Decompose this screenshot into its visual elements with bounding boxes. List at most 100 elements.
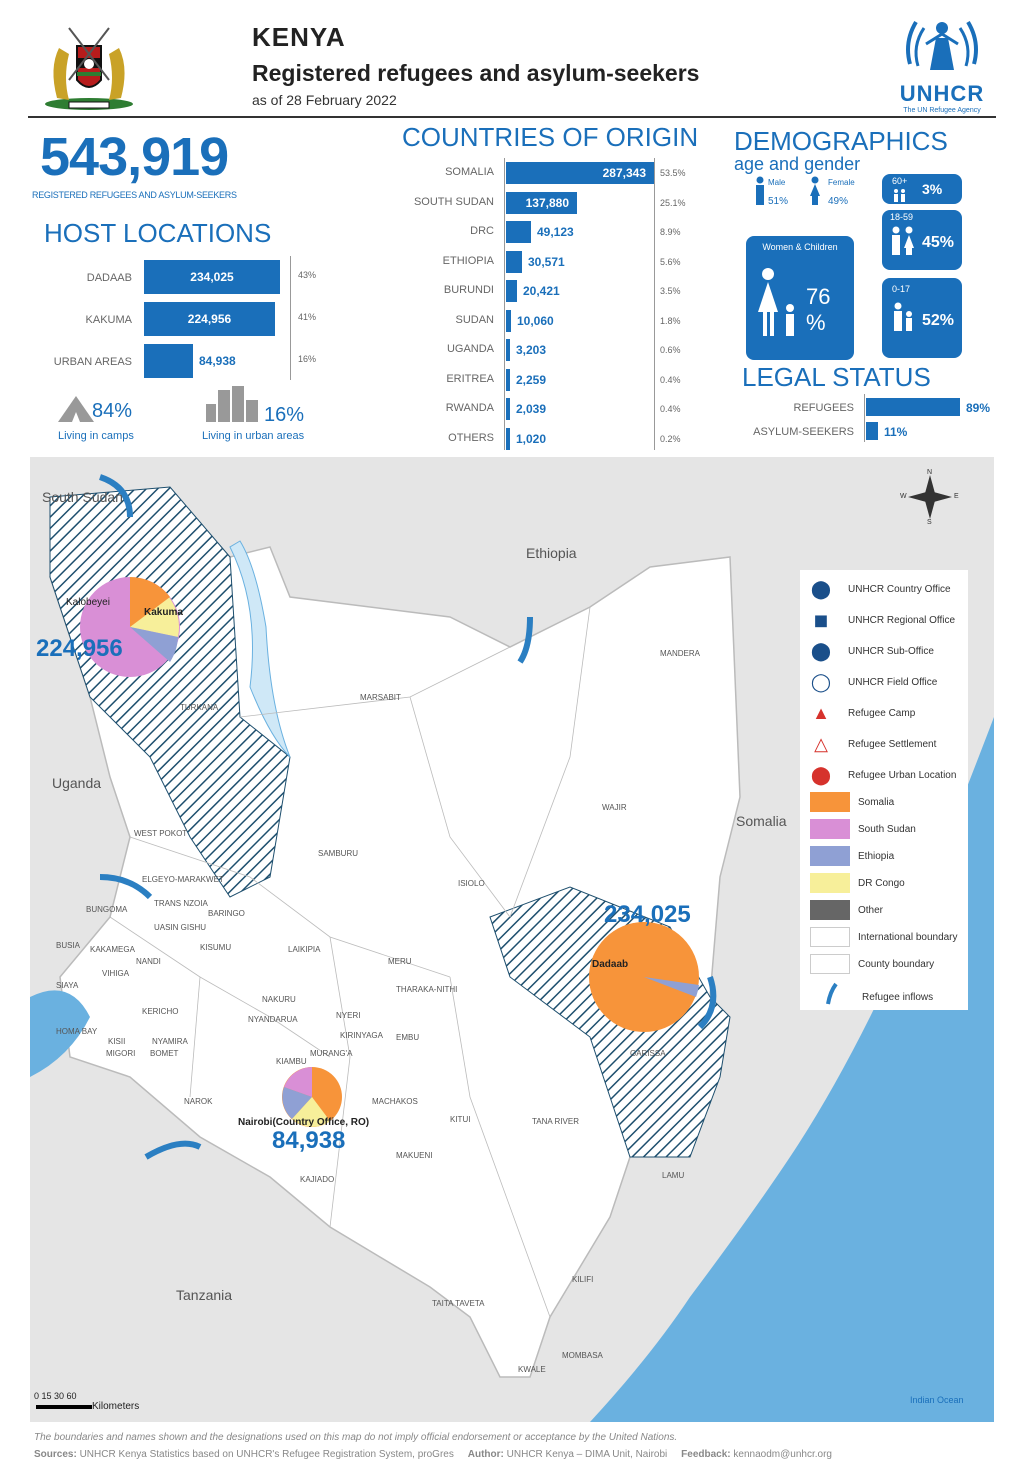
male-label: Male bbox=[768, 178, 786, 187]
legend-swatch bbox=[810, 846, 850, 866]
origin-bar-value: 3,203 bbox=[516, 343, 547, 357]
host-bar: 84,938 bbox=[144, 344, 193, 378]
legal-axis-line bbox=[864, 394, 865, 442]
author-text: UNHCR Kenya – DIMA Unit, Nairobi bbox=[506, 1449, 668, 1460]
total-refugees-label: REGISTERED REFUGEES AND ASYLUM-SEEKERS bbox=[32, 190, 237, 200]
host-bar: 224,956 bbox=[144, 302, 275, 336]
county-label: TURKANA bbox=[180, 703, 219, 712]
county-label: GARISSA bbox=[630, 1049, 666, 1058]
field-office-icon: ◯ bbox=[810, 672, 832, 692]
origin-bar-value: 2,259 bbox=[516, 372, 547, 387]
inflow-arrow-south-sudan bbox=[98, 474, 133, 518]
county-label: VIHIGA bbox=[102, 969, 130, 978]
legend-swatch bbox=[810, 900, 850, 920]
female-pct: 49% bbox=[828, 196, 849, 207]
label-ethiopia: Ethiopia bbox=[526, 545, 577, 561]
county-label: MERU bbox=[388, 957, 412, 966]
host-axis-line bbox=[290, 256, 291, 380]
unhcr-tagline: The UN Refugee Agency bbox=[903, 107, 981, 114]
legend-swatch bbox=[810, 954, 850, 974]
feedback-label: Feedback: bbox=[681, 1449, 731, 1460]
county-label: NYERI bbox=[336, 1011, 361, 1020]
county-label: LAIKIPIA bbox=[288, 945, 321, 954]
origin-bar-value: 2,039 bbox=[516, 402, 547, 416]
report-date: as of 28 February 2022 bbox=[252, 92, 397, 108]
legend-swatch-label: County boundary bbox=[858, 959, 935, 970]
county-label: KIAMBU bbox=[276, 1057, 307, 1066]
kenya-coat-of-arms-icon bbox=[45, 27, 133, 110]
label-south-sudan: South Sudan bbox=[42, 489, 123, 505]
county-label: NYAMIRA bbox=[152, 1037, 188, 1046]
age-0-box: 0-17 52% bbox=[882, 278, 962, 358]
legend-swatch bbox=[810, 792, 850, 812]
origin-label: BURUNDI bbox=[443, 284, 494, 296]
demographics-subtitle: age and gender bbox=[734, 154, 861, 174]
host-pct: 16% bbox=[298, 354, 317, 364]
county-label: HOMA BAY bbox=[56, 1027, 98, 1036]
compass-icon bbox=[908, 475, 952, 519]
legend-swatch-label: South Sudan bbox=[858, 824, 916, 835]
lake-victoria bbox=[30, 990, 90, 1077]
unhcr-logo-text: UNHCR bbox=[899, 81, 985, 106]
origin-bar-value: 49,123 bbox=[537, 225, 574, 239]
county-label: SAMBURU bbox=[318, 849, 359, 858]
regional-office-icon: ◼ bbox=[813, 610, 829, 630]
legend-swatch-label: DR Congo bbox=[858, 878, 905, 889]
legend-swatch-label: International boundary bbox=[858, 932, 958, 943]
county-label: ELGEYO-MARAKWET bbox=[142, 875, 224, 884]
age-0-pct: 52% bbox=[922, 312, 955, 329]
host-pct: 43% bbox=[298, 270, 317, 280]
age-18-label: 18-59 bbox=[890, 212, 914, 222]
county-label: KWALE bbox=[518, 1365, 546, 1374]
origin-pct: 5.6% bbox=[660, 256, 681, 267]
county-label: KAKAMEGA bbox=[90, 945, 135, 954]
legend-label: Refugee Urban Location bbox=[848, 770, 957, 781]
host-label: URBAN AREAS bbox=[53, 356, 132, 368]
nairobi-value: 84,938 bbox=[272, 1127, 346, 1154]
origin-bar-value: 1,020 bbox=[516, 431, 547, 446]
host-locations-title: HOST LOCATIONS bbox=[44, 218, 272, 248]
county-label: WEST POKOT bbox=[134, 829, 188, 838]
label-uganda: Uganda bbox=[52, 775, 102, 791]
county-label: KITUI bbox=[450, 1115, 471, 1124]
county-label: KISUMU bbox=[200, 943, 232, 952]
legend-label: UNHCR Country Office bbox=[848, 584, 951, 595]
host-bar: 234,025 bbox=[144, 260, 280, 294]
inflow-arrow-uganda bbox=[99, 874, 153, 900]
legend-label: UNHCR Sub-Office bbox=[848, 646, 934, 657]
legend-label: Refugee Settlement bbox=[848, 739, 937, 750]
label-kakuma: Kakuma bbox=[144, 607, 183, 618]
origin-label: SOUTH SUDAN bbox=[413, 195, 494, 208]
page-title: KENYA bbox=[252, 22, 346, 52]
footer-credits: Sources: UNHCR Kenya Statistics based on… bbox=[34, 1449, 832, 1460]
author-label: Author: bbox=[467, 1449, 504, 1460]
age-60-pct: 3% bbox=[922, 181, 943, 197]
demographics-title: DEMOGRAPHICS bbox=[734, 126, 948, 156]
label-somalia: Somalia bbox=[736, 813, 787, 829]
legal-pct: 11% bbox=[884, 425, 908, 439]
county-label: WAJIR bbox=[602, 803, 627, 812]
origin-bar bbox=[506, 280, 517, 302]
origin-label: DRC bbox=[470, 225, 494, 237]
country-office-icon: ⬤ bbox=[810, 579, 832, 599]
county-label: MAKUENI bbox=[396, 1151, 433, 1160]
origin-label: OTHERS bbox=[448, 431, 494, 444]
male-icon bbox=[756, 176, 764, 205]
lake-turkana bbox=[229, 540, 291, 758]
county-label: LAMU bbox=[662, 1171, 685, 1180]
scale-unit: Kilometers bbox=[92, 1401, 140, 1412]
women-children-icon bbox=[758, 268, 794, 336]
origin-pct-line bbox=[654, 158, 655, 450]
refugee-inflows-icon bbox=[826, 982, 838, 1005]
legend-label: Refugee Camp bbox=[848, 708, 916, 719]
inflow-arrow-ethiopia bbox=[517, 616, 533, 664]
county-label: EMBU bbox=[396, 1033, 420, 1042]
origin-axis-line bbox=[504, 158, 505, 450]
county-label: NYANDARUA bbox=[248, 1015, 298, 1024]
urban-buildings-icon bbox=[206, 386, 258, 422]
scale-bar bbox=[36, 1405, 92, 1409]
unhcr-logo: UNHCR The UN Refugee Agency bbox=[892, 14, 992, 114]
women-children-box: Women & Children 76 % bbox=[746, 236, 854, 360]
label-dadaab: Dadaab bbox=[592, 959, 629, 970]
legal-bar bbox=[866, 398, 960, 416]
